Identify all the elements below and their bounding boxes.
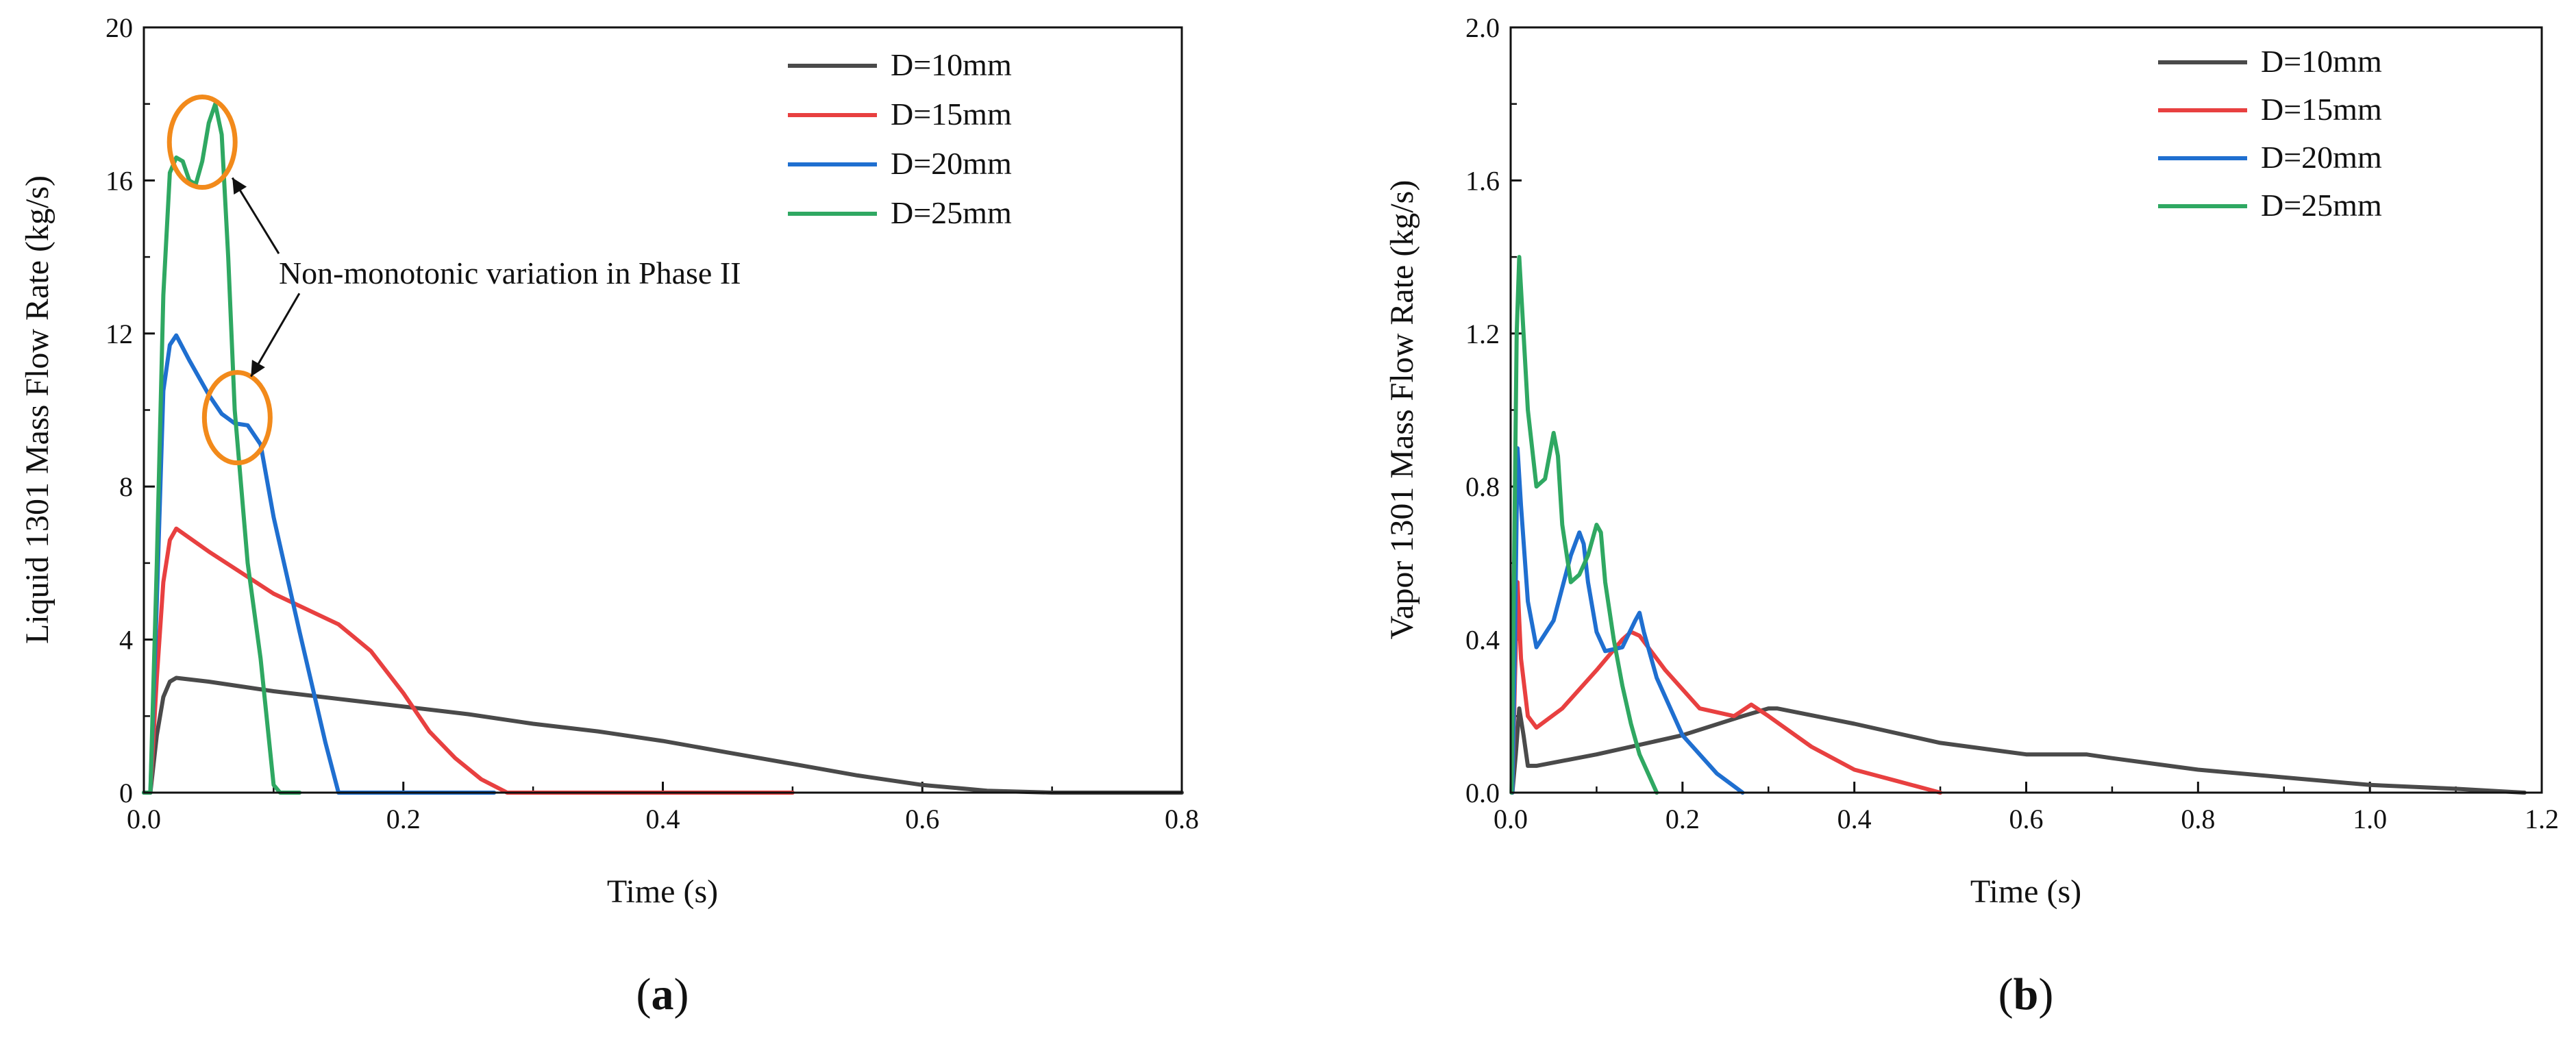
panel-a-label-open: ( — [636, 969, 652, 1019]
panel-b-label-close: ) — [2038, 969, 2053, 1019]
legend-label: D=25mm — [2261, 188, 2382, 223]
y-tick-label: 8 — [119, 471, 133, 502]
series-line-d-15mm — [142, 526, 795, 795]
legend-label: D=20mm — [891, 146, 1012, 181]
y-tick-label: 1.2 — [1465, 319, 1500, 349]
series-line-d-20mm — [1510, 446, 1745, 795]
series-line-d-20mm — [142, 333, 497, 795]
x-tick-label: 1.2 — [2525, 804, 2559, 834]
y-tick-label: 0.4 — [1465, 625, 1500, 656]
panel-b-ticks — [1509, 26, 2543, 794]
legend-label: D=10mm — [891, 47, 1012, 82]
panel-a-ticks — [143, 26, 1183, 794]
x-tick-label: 0.4 — [646, 804, 680, 834]
series-line-d-10mm — [142, 675, 1184, 795]
highlight-ellipse — [166, 95, 238, 190]
panel-b-label: (b) — [1998, 969, 2054, 1019]
panel-a-series — [142, 101, 1184, 795]
y-tick-label: 20 — [106, 12, 133, 43]
series-line-d-15mm — [1510, 580, 1943, 795]
panel-a-plot-frame — [143, 26, 1183, 794]
annotation-arrowhead — [251, 360, 265, 377]
panel-b-tick-labels: 0.0 0.2 0.4 0.6 0.8 1.0 1.2 0.0 0.4 0.8 1.2 1.6 2.0 — [1465, 12, 2559, 834]
panel-b: 0.0 0.2 0.4 0.6 0.8 1.0 1.20.00.40.81.21.62.0 … — [1384, 12, 2559, 1019]
panel-a-label-close: ) — [674, 969, 689, 1019]
panel-a-legend: D=10mm D=15mm D=20mm D=25mm — [788, 47, 1012, 230]
x-tick-label: 0.2 — [1665, 804, 1700, 834]
legend-label: D=15mm — [891, 97, 1012, 132]
panel-a-tick-labels: 0.0 0.2 0.4 0.6 0.8 0 4 8 12 16 20 — [106, 12, 1199, 834]
panel-a-x-axis-title: Time (s) — [607, 873, 718, 910]
panel-a-y-axis-title: Liquid 1301 Mass Flow Rate (kg/s) — [19, 175, 55, 644]
series-line-d-25mm — [1509, 255, 1659, 795]
panel-a-label-letter: a — [652, 969, 674, 1019]
y-tick-label: 0.0 — [1465, 778, 1500, 808]
legend-label: D=25mm — [891, 195, 1012, 230]
panel-b-plot-frame — [1509, 26, 2543, 794]
x-tick-label: 0.6 — [2009, 804, 2044, 834]
y-tick-label: 12 — [106, 319, 133, 349]
panel-a-highlights — [166, 95, 273, 466]
x-tick-label: 0.0 — [1494, 804, 1528, 834]
panel-a-annotation: Non-monotonic variation in Phase II — [231, 177, 741, 377]
series-line-d-10mm — [1510, 706, 2527, 795]
y-tick-label: 4 — [119, 625, 133, 656]
annotation-arrow — [250, 293, 301, 377]
panel-b-legend: D=10mm D=15mm D=20mm D=25mm — [2158, 44, 2382, 223]
x-tick-label: 1.0 — [2353, 804, 2387, 834]
panel-b-label-open: ( — [1998, 969, 2014, 1019]
annotation-text: Non-monotonic variation in Phase II — [279, 256, 741, 290]
y-tick-label: 0.8 — [1465, 471, 1500, 502]
legend-label: D=20mm — [2261, 140, 2382, 175]
y-tick-label: 16 — [106, 165, 133, 196]
x-tick-label: 0.2 — [386, 804, 421, 834]
panel-b-label-letter: b — [2014, 969, 2039, 1019]
y-tick-label: 2.0 — [1465, 12, 1500, 43]
x-tick-label: 0.0 — [127, 804, 161, 834]
annotation-arrowhead — [232, 177, 247, 195]
legend-label: D=15mm — [2261, 92, 2382, 127]
panel-a: 0.0 0.2 0.4 0.6 0.8 0 4 8 12 16 20 D=10mm D=15mm D=2… — [19, 12, 1199, 1019]
legend-label: D=10mm — [2261, 44, 2382, 79]
highlight-ellipse — [201, 370, 273, 466]
y-tick-label: 1.6 — [1465, 165, 1500, 196]
series-line-d-25mm — [142, 101, 302, 795]
panel-b-series — [1509, 255, 2527, 795]
x-tick-label: 0.8 — [1165, 804, 1199, 834]
x-tick-label: 0.8 — [2181, 804, 2215, 834]
x-tick-label: 0.6 — [905, 804, 939, 834]
y-tick-label: 0 — [119, 778, 133, 808]
panel-b-x-axis-title: Time (s) — [1970, 873, 2081, 910]
panel-b-y-axis-title: Vapor 1301 Mass Flow Rate (kg/s) — [1384, 180, 1420, 640]
x-tick-label: 0.4 — [1837, 804, 1872, 834]
panel-a-label: (a) — [636, 969, 689, 1019]
